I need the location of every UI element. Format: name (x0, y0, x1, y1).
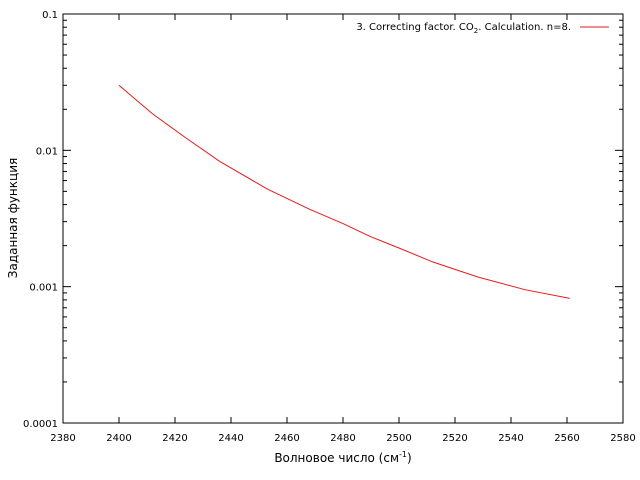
plot-frame (62, 13, 624, 424)
x-tick-label: 2460 (274, 433, 299, 444)
legend-entry-label: 3. Correcting factor. CO2. Calculation. … (356, 22, 571, 35)
x-tick-label: 2420 (162, 433, 187, 444)
series-layer (118, 84, 570, 299)
x-axis-label: Волновое число (см-1) (274, 450, 411, 465)
x-axis-label-close: ) (407, 451, 412, 465)
y-axis-label: Заданная функция (6, 158, 20, 278)
x-tick-label: 2500 (386, 433, 411, 444)
legend-label-pre: 3. Correcting factor. CO (356, 22, 474, 33)
x-tick-label: 2560 (554, 433, 579, 444)
x-tick-label: 2540 (498, 433, 523, 444)
x-tick-label: 2480 (330, 433, 355, 444)
legend-label-subscript: 2 (474, 27, 478, 35)
x-axis-label-main: Волновое число (см (274, 451, 399, 465)
x-tick-label: 2580 (610, 433, 635, 444)
y-tick-label: 0.01 (36, 146, 58, 157)
x-tick-label: 2520 (442, 433, 467, 444)
x-axis-ticks: 2380 2400 2420 2440 2460 2480 2500 2520 2540 2560… (50, 14, 636, 444)
x-tick-label: 2400 (106, 433, 131, 444)
y-tick-label: 0.0001 (23, 419, 58, 430)
y-tick-label: 0.001 (29, 283, 58, 294)
y-tick-label: 0.1 (42, 10, 58, 21)
legend: 3. Correcting factor. CO2. Calculation. … (356, 22, 609, 35)
series-line (118, 84, 570, 299)
x-tick-label: 2440 (218, 433, 243, 444)
x-axis-label-superscript: -1 (399, 450, 407, 459)
legend-label-post: . Calculation. n=8. (478, 22, 571, 33)
y-axis-ticks: 0.0001 0.001 0.01 0.1 (23, 10, 623, 430)
x-tick-label: 2380 (50, 433, 75, 444)
